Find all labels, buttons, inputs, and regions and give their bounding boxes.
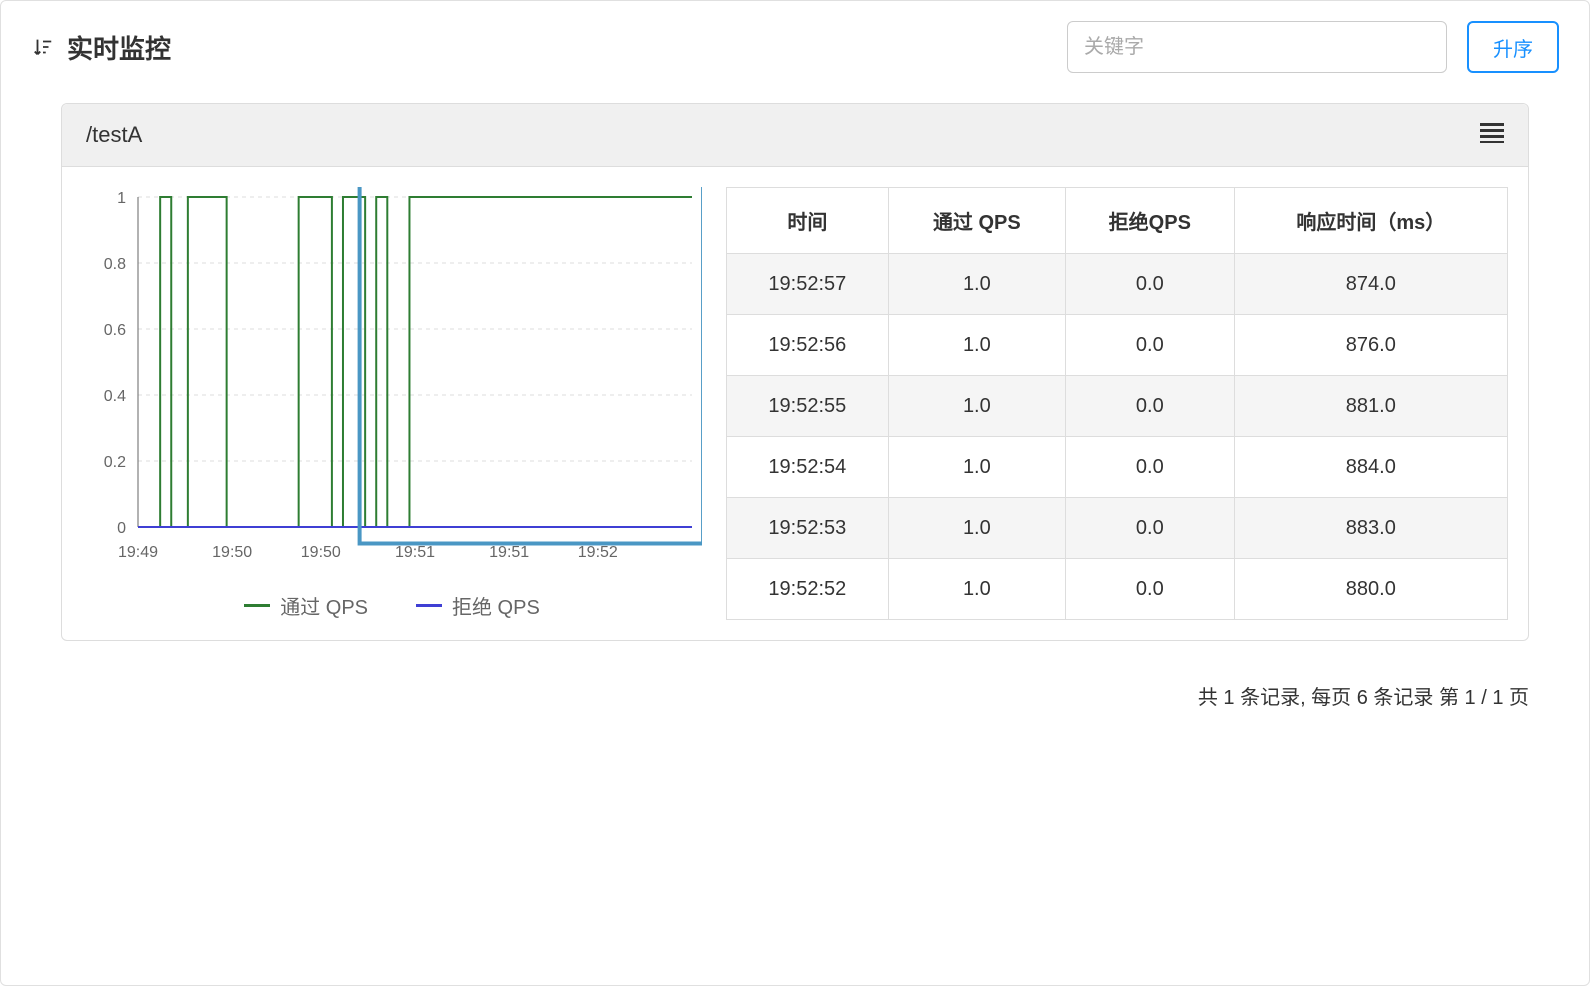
table-cell: 0.0: [1066, 437, 1235, 498]
table-body: 19:52:571.00.0874.019:52:561.00.0876.019…: [727, 254, 1508, 620]
svg-text:19:52: 19:52: [578, 544, 618, 561]
table-cell: 19:52:55: [727, 376, 889, 437]
table-cell: 1.0: [888, 376, 1065, 437]
table-row: 19:52:541.00.0884.0: [727, 437, 1508, 498]
table-cell: 19:52:56: [727, 315, 889, 376]
legend-item: 通过 QPS: [244, 591, 368, 620]
card-title: /testA: [86, 122, 142, 148]
sort-desc-icon: [31, 35, 55, 59]
table-row: 19:52:521.00.0880.0: [727, 559, 1508, 620]
header: 实时监控 升序: [31, 21, 1559, 73]
dashboard-panel: 实时监控 升序 /testA 0 0.2 0.4 0.6 0.8 1 19:49 19:50 1…: [0, 0, 1590, 986]
svg-text:19:50: 19:50: [301, 544, 341, 561]
table-column-header: 拒绝QPS: [1066, 188, 1235, 254]
table-row: 19:52:561.00.0876.0: [727, 315, 1508, 376]
table-cell: 19:52:53: [727, 498, 889, 559]
table-cell: 876.0: [1234, 315, 1507, 376]
table-column-header: 通过 QPS: [888, 188, 1065, 254]
table-cell: 19:52:54: [727, 437, 889, 498]
card-header: /testA: [62, 104, 1528, 167]
resource-card: /testA 0 0.2 0.4 0.6 0.8 1 19:49 19:50 19:50 19:5…: [61, 103, 1529, 641]
svg-text:19:51: 19:51: [395, 544, 435, 561]
svg-text:19:50: 19:50: [212, 544, 252, 561]
table-header-row: 时间通过 QPS拒绝QPS响应时间（ms）: [727, 188, 1508, 254]
hamburger-icon[interactable]: [1480, 123, 1504, 148]
svg-text:0.2: 0.2: [104, 454, 126, 471]
search-input[interactable]: [1067, 21, 1447, 73]
table-row: 19:52:531.00.0883.0: [727, 498, 1508, 559]
table-cell: 881.0: [1234, 376, 1507, 437]
table-cell: 19:52:52: [727, 559, 889, 620]
table-cell: 0.0: [1066, 498, 1235, 559]
pagination-summary: 共 1 条记录, 每页 6 条记录 第 1 / 1 页: [31, 671, 1559, 710]
sort-order-button[interactable]: 升序: [1467, 21, 1559, 73]
svg-text:0.8: 0.8: [104, 256, 126, 273]
table-cell: 1.0: [888, 254, 1065, 315]
table-column-header: 响应时间（ms）: [1234, 188, 1507, 254]
legend-item: 拒绝 QPS: [416, 591, 540, 620]
table-cell: 1.0: [888, 559, 1065, 620]
table-cell: 0.0: [1066, 376, 1235, 437]
table-cell: 883.0: [1234, 498, 1507, 559]
table-cell: 1.0: [888, 315, 1065, 376]
table-cell: 874.0: [1234, 254, 1507, 315]
table-cell: 19:52:57: [727, 254, 889, 315]
legend-swatch: [416, 604, 442, 607]
page-title: 实时监控: [67, 29, 171, 66]
header-right: 升序: [1067, 21, 1559, 73]
table-column-header: 时间: [727, 188, 889, 254]
table-cell: 1.0: [888, 498, 1065, 559]
qps-chart: 0 0.2 0.4 0.6 0.8 1 19:49 19:50 19:50 19:51 19:51 1…: [82, 187, 702, 567]
table-row: 19:52:551.00.0881.0: [727, 376, 1508, 437]
svg-text:19:51: 19:51: [489, 544, 529, 561]
table-cell: 0.0: [1066, 315, 1235, 376]
svg-text:19:49: 19:49: [118, 544, 158, 561]
metrics-table: 时间通过 QPS拒绝QPS响应时间（ms） 19:52:571.00.0874.…: [726, 187, 1508, 620]
svg-text:0.6: 0.6: [104, 322, 126, 339]
table-cell: 0.0: [1066, 254, 1235, 315]
svg-text:1: 1: [117, 190, 126, 207]
table-cell: 880.0: [1234, 559, 1507, 620]
svg-text:0.4: 0.4: [104, 388, 126, 405]
legend-label: 通过 QPS: [280, 591, 368, 620]
table-row: 19:52:571.00.0874.0: [727, 254, 1508, 315]
header-left: 实时监控: [31, 29, 171, 66]
chart-legend: 通过 QPS 拒绝 QPS: [82, 591, 702, 620]
card-body: 0 0.2 0.4 0.6 0.8 1 19:49 19:50 19:50 19:51 19:51 1…: [62, 167, 1528, 640]
legend-swatch: [244, 604, 270, 607]
legend-label: 拒绝 QPS: [452, 591, 540, 620]
chart-container: 0 0.2 0.4 0.6 0.8 1 19:49 19:50 19:50 19:51 19:51 1…: [82, 187, 702, 620]
table-cell: 0.0: [1066, 559, 1235, 620]
svg-text:0: 0: [117, 520, 126, 537]
table-cell: 1.0: [888, 437, 1065, 498]
table-cell: 884.0: [1234, 437, 1507, 498]
